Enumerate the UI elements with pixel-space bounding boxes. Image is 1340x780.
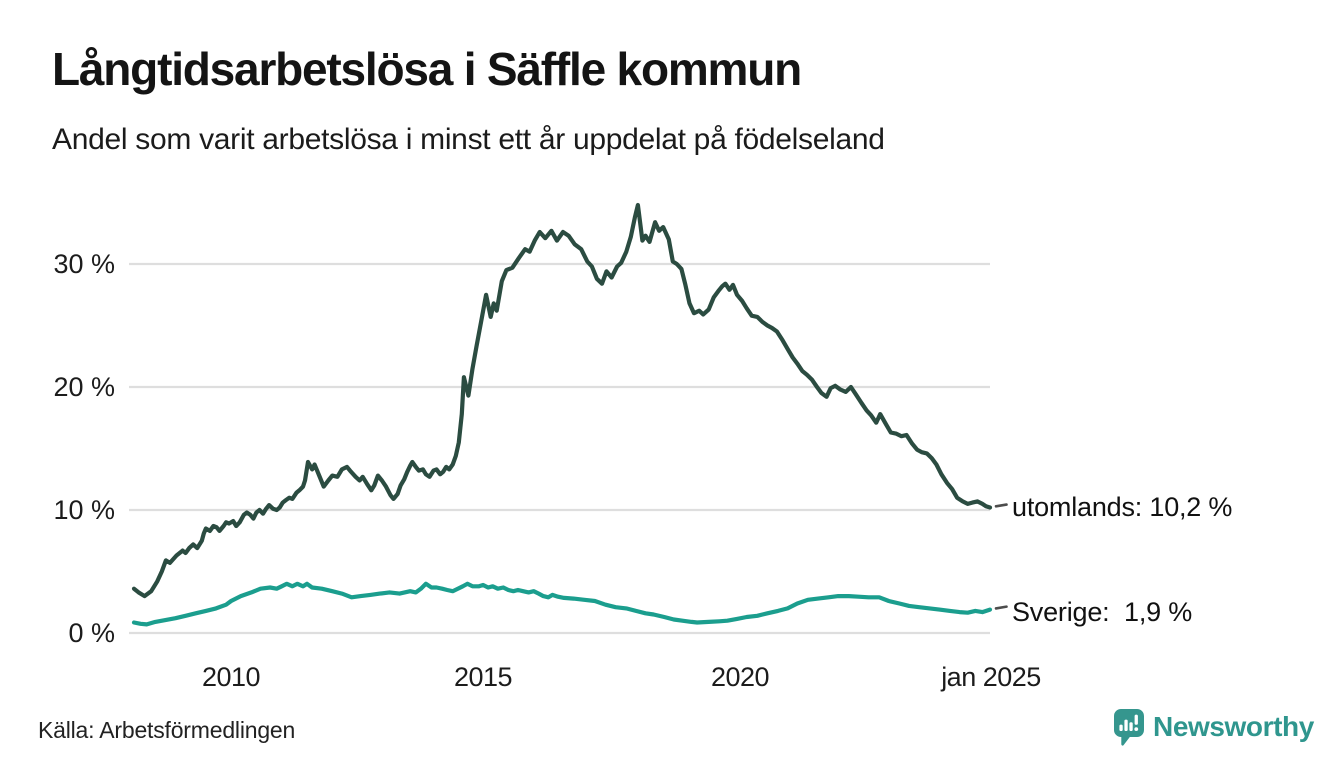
x-axis-tick-2020: 2020 <box>710 662 770 692</box>
y-axis-tick-10: 10 % <box>53 495 115 525</box>
y-axis-tick-30: 30 % <box>53 249 115 279</box>
x-axis-tick-jan-2025: jan 2025 <box>941 662 1041 692</box>
x-axis-tick-2010: 2010 <box>201 662 261 692</box>
y-axis-tick-20: 20 % <box>53 372 115 402</box>
source-credit: Källa: Arbetsförmedlingen <box>38 717 296 743</box>
chart-title: Långtidsarbetslösa i Säffle kommun <box>52 43 802 95</box>
series-end-label-utomlands: utomlands: 10,2 % <box>1012 492 1233 522</box>
y-axis-tick-0: 0 % <box>68 618 115 648</box>
newsworthy-brand-link[interactable]: Newsworthy <box>1114 708 1314 746</box>
series-end-label-sverige: Sverige: 1,9 % <box>1012 597 1193 627</box>
newsworthy-wordmark: Newsworthy <box>1153 711 1314 742</box>
newsworthy-logo-icon <box>1114 708 1144 746</box>
x-axis-tick-2015: 2015 <box>453 662 513 692</box>
chart-subtitle: Andel som varit arbetslösa i minst ett å… <box>52 123 885 156</box>
